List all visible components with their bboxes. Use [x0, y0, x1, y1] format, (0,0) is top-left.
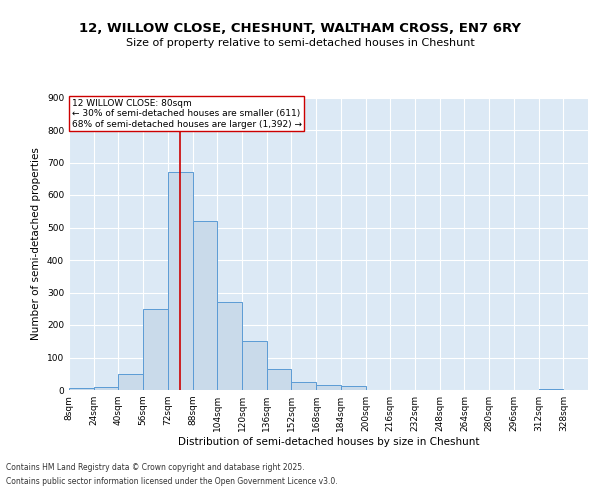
Text: Contains public sector information licensed under the Open Government Licence v3: Contains public sector information licen… [6, 477, 338, 486]
X-axis label: Distribution of semi-detached houses by size in Cheshunt: Distribution of semi-detached houses by … [178, 437, 479, 447]
Bar [316, 385, 341, 390]
Text: Contains HM Land Registry data © Crown copyright and database right 2025.: Contains HM Land Registry data © Crown c… [6, 464, 305, 472]
Bar [341, 386, 365, 390]
Bar [193, 221, 217, 390]
Bar [539, 389, 563, 390]
Text: Size of property relative to semi-detached houses in Cheshunt: Size of property relative to semi-detach… [125, 38, 475, 48]
Bar [267, 369, 292, 390]
Bar [143, 308, 168, 390]
Bar [94, 387, 118, 390]
Bar [69, 388, 94, 390]
Bar [242, 341, 267, 390]
Bar [292, 382, 316, 390]
Bar [217, 302, 242, 390]
Bar [118, 374, 143, 390]
Text: 12 WILLOW CLOSE: 80sqm
← 30% of semi-detached houses are smaller (611)
68% of se: 12 WILLOW CLOSE: 80sqm ← 30% of semi-det… [71, 99, 302, 129]
Y-axis label: Number of semi-detached properties: Number of semi-detached properties [31, 148, 41, 340]
Bar [168, 172, 193, 390]
Text: 12, WILLOW CLOSE, CHESHUNT, WALTHAM CROSS, EN7 6RY: 12, WILLOW CLOSE, CHESHUNT, WALTHAM CROS… [79, 22, 521, 36]
